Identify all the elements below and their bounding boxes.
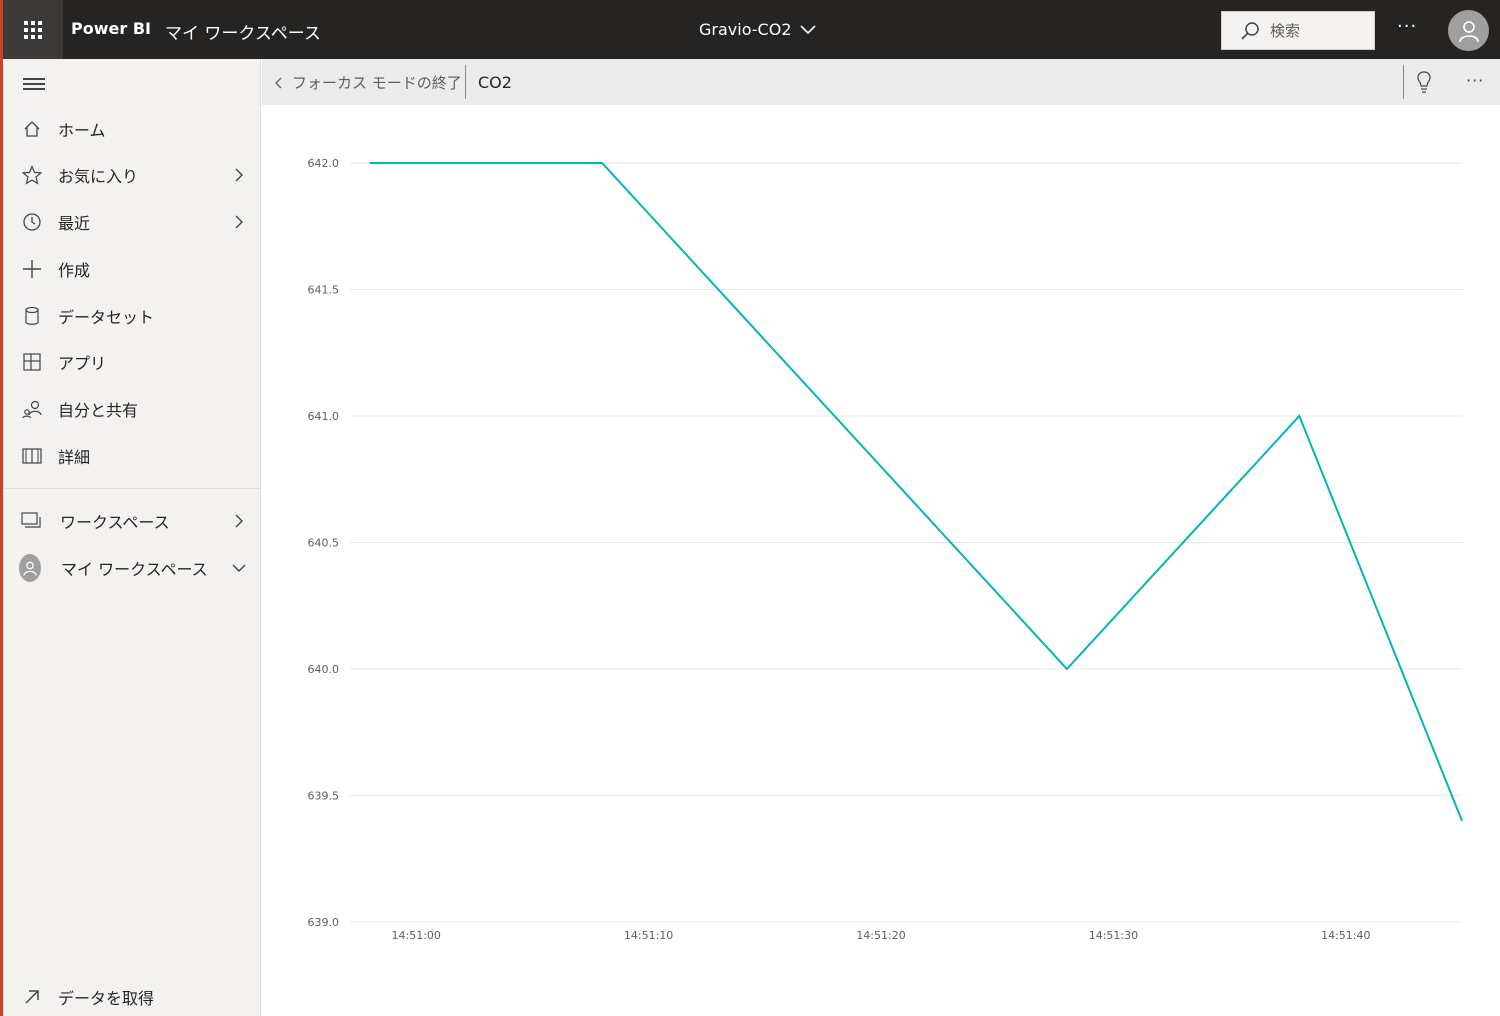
sidebar-item-my-workspace[interactable]: マイ ワークスペース [3, 548, 260, 588]
sidebar-item-label: アプリ [58, 354, 107, 373]
chevron-right-icon[interactable] [231, 513, 247, 529]
y-tick-label: 642.0 [308, 157, 340, 170]
sidebar-item-learn[interactable]: 詳細 [3, 436, 260, 476]
x-tick-label: 14:51:10 [624, 929, 673, 942]
x-tick-label: 14:51:40 [1321, 929, 1370, 942]
focus-mode-header: フォーカス モードの終了 CO2 ··· [262, 59, 1500, 105]
sidebar-item-shared[interactable]: 自分と共有 [3, 389, 260, 429]
avatar [19, 554, 41, 582]
data-point[interactable] [601, 162, 603, 164]
plus-icon [21, 258, 43, 280]
database-icon [21, 305, 43, 327]
tile-more-options-button[interactable]: ··· [1466, 71, 1485, 90]
waffle-icon [24, 20, 42, 39]
sidebar-item-apps[interactable]: アプリ [3, 342, 260, 382]
clock-icon [21, 211, 43, 233]
sidebar-item-create[interactable]: 作成 [3, 249, 260, 289]
chevron-down-icon[interactable] [231, 560, 247, 576]
sidebar-item-label: ワークスペース [60, 513, 170, 532]
sidebar-item-label: データを取得 [58, 989, 155, 1008]
sidebar-item-label: 自分と共有 [58, 401, 139, 420]
insights-button[interactable] [1412, 70, 1436, 94]
search-input[interactable]: 検索 [1221, 11, 1375, 50]
star-icon [21, 164, 43, 186]
x-tick-label: 14:51:20 [856, 929, 905, 942]
workspaces-icon [21, 510, 43, 532]
x-tick-label: 14:51:30 [1089, 929, 1138, 942]
person-icon [1458, 20, 1479, 42]
chart-area: 642.0 641.5 641.0 640.5 640.0 639.5 639.0 14:51… [262, 105, 1500, 1016]
sidebar-item-recent[interactable]: 最近 [3, 202, 260, 242]
person-icon [19, 554, 41, 582]
y-tick-label: 641.0 [308, 410, 340, 423]
workspace-breadcrumb[interactable]: マイ ワークスペース [165, 24, 321, 44]
more-options-button[interactable]: ··· [1397, 16, 1418, 37]
book-icon [21, 445, 43, 467]
y-tick-label: 639.5 [308, 790, 340, 803]
sidebar-item-home[interactable]: ホーム [3, 109, 260, 149]
chevron-right-icon[interactable] [231, 167, 247, 183]
chevron-down-icon [799, 24, 816, 34]
y-tick-label: 640.5 [308, 537, 340, 550]
chevron-right-icon[interactable] [231, 214, 247, 230]
sidebar-item-label: データセット [58, 308, 155, 327]
sidebar-item-favorites[interactable]: お気に入り [3, 155, 260, 195]
sidebar-item-label: マイ ワークスペース [61, 560, 208, 579]
sidebar-item-label: 詳細 [58, 448, 91, 467]
app-name[interactable]: Power BI [71, 19, 151, 38]
app-launcher-button[interactable] [3, 0, 63, 59]
data-point[interactable] [1461, 820, 1463, 822]
line-chart: 642.0 641.5 641.0 640.5 640.0 639.5 639.0 14:51… [308, 157, 1463, 942]
hamburger-menu-icon[interactable] [23, 75, 45, 93]
sidebar-item-workspaces[interactable]: ワークスペース [3, 501, 260, 541]
y-tick-label: 640.0 [308, 663, 340, 676]
header-divider [465, 65, 466, 99]
home-icon [21, 118, 43, 140]
data-point[interactable] [1298, 415, 1300, 417]
data-point[interactable] [369, 162, 371, 164]
shared-icon [21, 398, 43, 420]
search-placeholder: 検索 [1270, 22, 1301, 40]
sidebar-divider [3, 488, 260, 489]
y-tick-label: 641.5 [308, 284, 340, 297]
sidebar-item-label: ホーム [58, 121, 106, 140]
left-nav: ホーム お気に入り 最近 作成 データセット アプリ [0, 59, 261, 1016]
exit-focus-label: フォーカス モードの終了 [292, 74, 462, 92]
account-avatar[interactable] [1448, 10, 1489, 51]
chevron-left-icon [275, 77, 282, 88]
tile-title: CO2 [478, 73, 512, 92]
report-title: Gravio-CO2 [699, 20, 792, 39]
series-line[interactable] [369, 162, 1463, 822]
header-divider [1403, 65, 1404, 99]
sidebar-item-get-data[interactable]: データを取得 [3, 977, 260, 1016]
report-title-dropdown[interactable]: Gravio-CO2 [699, 20, 816, 39]
data-point[interactable] [1066, 668, 1068, 670]
y-tick-label: 639.0 [308, 916, 340, 929]
apps-icon [21, 351, 43, 373]
sidebar-item-label: 最近 [58, 214, 91, 233]
sidebar-item-label: 作成 [58, 261, 91, 280]
top-bar: Power BI マイ ワークスペース Gravio-CO2 検索 ··· [0, 0, 1500, 59]
arrow-up-right-icon [21, 986, 43, 1008]
search-icon [1241, 21, 1259, 40]
x-tick-label: 14:51:00 [392, 929, 441, 942]
lightbulb-icon [1417, 71, 1431, 93]
sidebar-item-datasets[interactable]: データセット [3, 296, 260, 336]
exit-focus-mode-button[interactable]: フォーカス モードの終了 [274, 72, 462, 93]
sidebar-item-label: お気に入り [58, 167, 139, 186]
